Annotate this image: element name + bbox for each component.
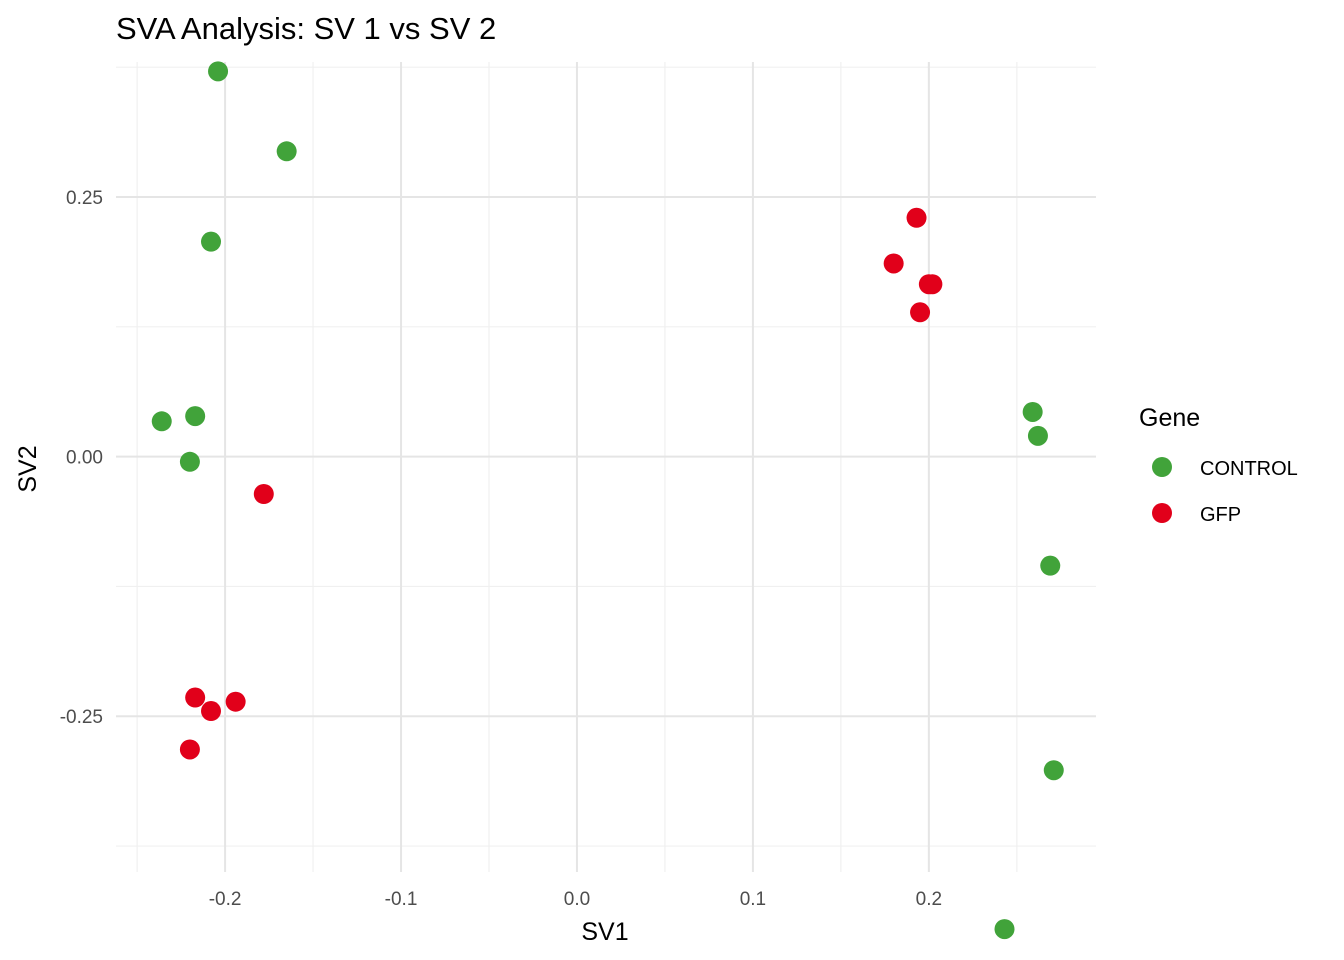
data-point	[253, 484, 274, 504]
data-point	[1022, 401, 1043, 422]
data-point	[201, 231, 222, 252]
data-point	[883, 253, 904, 274]
data-point	[994, 919, 1015, 940]
series-gfp	[179, 207, 943, 760]
x-axis-ticks: -0.2 -0.1 0.0 0.1 0.2	[209, 889, 942, 910]
data-point	[906, 207, 927, 228]
data-points	[151, 61, 1064, 940]
series-control	[151, 61, 1064, 940]
legend-items: CONTROL GFP	[1152, 457, 1298, 526]
data-point	[208, 61, 229, 82]
legend-item-gfp: GFP	[1152, 503, 1241, 526]
data-point	[225, 691, 246, 712]
data-point	[185, 687, 206, 708]
data-point	[1027, 425, 1048, 446]
legend: Gene CONTROL GFP	[1139, 404, 1298, 526]
x-tick-label: 0.1	[740, 889, 766, 910]
data-point	[1040, 555, 1061, 576]
data-point	[185, 406, 206, 427]
data-point	[276, 141, 297, 162]
y-tick-label: 0.00	[66, 448, 103, 469]
legend-label: CONTROL	[1200, 458, 1298, 480]
y-tick-label: 0.25	[66, 188, 103, 209]
data-point	[179, 451, 200, 472]
y-axis-title: SV2	[14, 445, 42, 492]
y-axis-ticks: -0.25 0.00 0.25	[60, 188, 103, 728]
x-axis-title: SV1	[581, 918, 628, 946]
data-point	[151, 411, 172, 432]
chart-title: SVA Analysis: SV 1 vs SV 2	[116, 11, 496, 46]
x-tick-label: 0.0	[564, 889, 590, 910]
y-tick-label: -0.25	[60, 707, 103, 728]
data-point	[1043, 760, 1064, 781]
x-tick-label: -0.2	[209, 889, 242, 910]
data-point	[201, 701, 222, 722]
legend-item-control: CONTROL	[1152, 457, 1298, 480]
legend-label: GFP	[1200, 504, 1241, 526]
legend-title: Gene	[1139, 404, 1200, 432]
x-tick-label: -0.1	[385, 889, 418, 910]
grid	[116, 62, 1096, 872]
data-point	[179, 739, 200, 760]
data-point	[922, 274, 943, 295]
data-point	[910, 302, 931, 323]
x-tick-label: 0.2	[916, 889, 942, 910]
legend-key	[1152, 503, 1172, 523]
legend-key	[1152, 457, 1172, 477]
